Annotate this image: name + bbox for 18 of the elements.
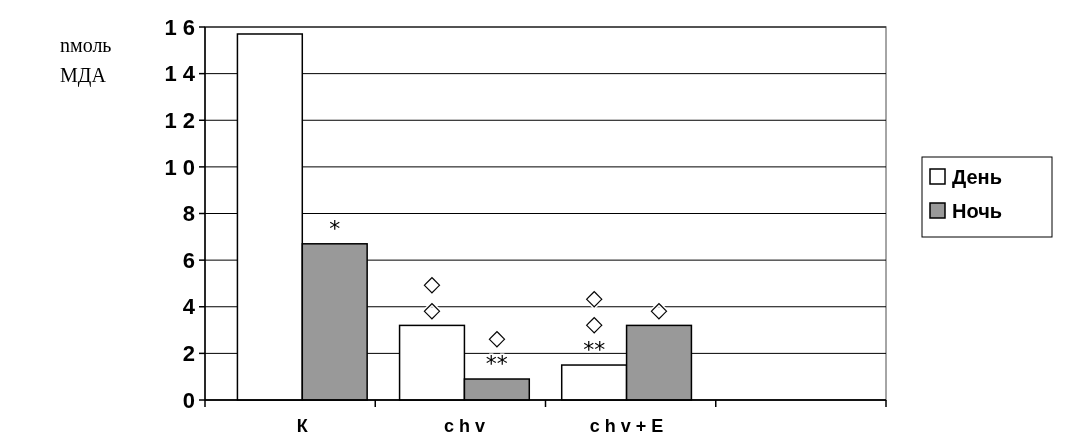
y-tick-label: 0 [182, 387, 195, 413]
x-tick-label: c h v + E [589, 416, 664, 436]
y-tick-label: 2 [182, 341, 195, 367]
annotation: * [329, 215, 341, 241]
x-tick-label: К [296, 416, 309, 436]
legend-label: День [952, 166, 1002, 188]
y-tick-label: 4 [182, 294, 196, 320]
y-axis-title: nмоль МДА [60, 34, 112, 87]
y-tick-label: 1 6 [164, 14, 195, 40]
y-tick-label: 1 2 [164, 107, 195, 133]
y-tick-label: 1 0 [164, 154, 195, 180]
legend-label: Ночь [952, 200, 1003, 222]
y-tick-label: 6 [182, 247, 195, 273]
annotation: ◇ ◇ ** [583, 285, 606, 363]
y-tick-label: 1 4 [164, 61, 196, 87]
x-tick-label: c h v [443, 416, 485, 436]
y-tick-label: 8 [182, 201, 195, 227]
annotation: ◇ ** [485, 325, 508, 377]
